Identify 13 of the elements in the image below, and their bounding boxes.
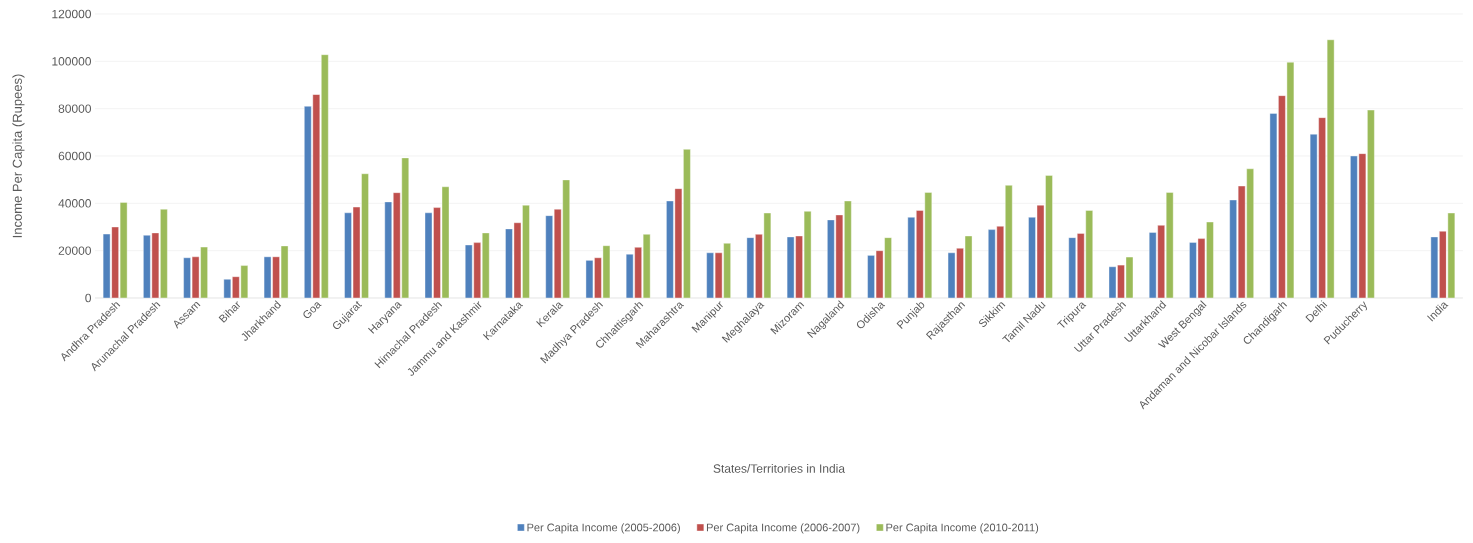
legend-label: Per Capita Income (2006-2007) — [706, 523, 860, 534]
y-tick-label: 40000 — [58, 199, 92, 208]
y-tick-label: 0 — [85, 293, 92, 303]
y-tick-label: 100000 — [52, 57, 92, 66]
legend-label: Per Capita Income (2010-2011) — [886, 523, 1039, 534]
x-axis-title: States/Territories in India — [713, 463, 845, 473]
y-tick-label: 60000 — [58, 151, 92, 161]
y-tick-label: 80000 — [58, 104, 92, 113]
x-tick-label: Goa — [303, 302, 322, 319]
y-tick-label: 120000 — [52, 9, 92, 19]
y-tick-label: 20000 — [58, 246, 92, 255]
legend-label: Per Capita Income (2005-2006) — [527, 523, 680, 534]
y-axis-title: Income Per Capita (Rupees) — [12, 74, 25, 238]
